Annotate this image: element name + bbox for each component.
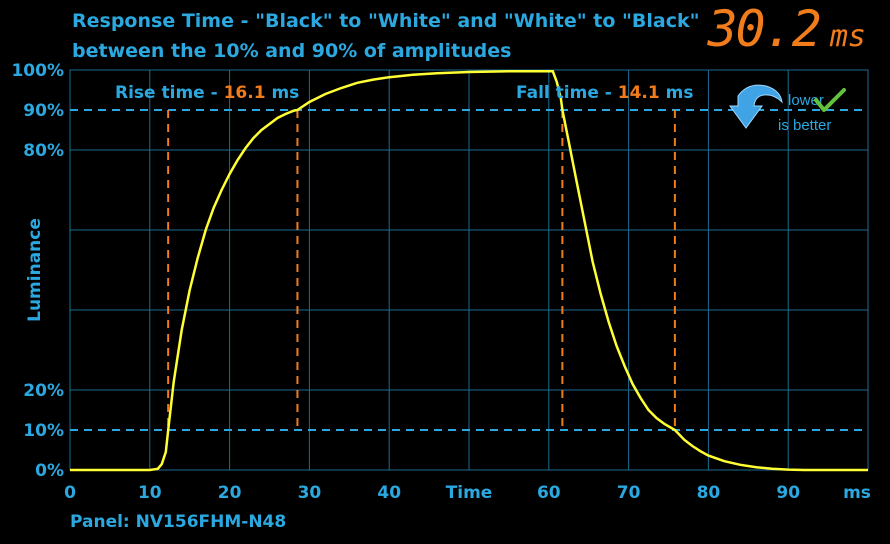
x-axis-unit: ms bbox=[843, 483, 871, 503]
badge-line-2: is better bbox=[778, 117, 831, 134]
fall-time-annotation: Fall time - 14.1 ms bbox=[516, 83, 693, 103]
badge-line-1: lower bbox=[788, 92, 824, 109]
response-time-value: 30.2 bbox=[707, 0, 821, 58]
x-tick-label: 70 bbox=[617, 483, 641, 503]
x-tick-label: 40 bbox=[377, 483, 401, 503]
x-axis-ticks: 0 10 20 30 40 60 70 80 90 bbox=[64, 483, 800, 503]
x-tick-label: 80 bbox=[697, 483, 721, 503]
y-tick-label: 90% bbox=[23, 101, 64, 121]
x-tick-label: 10 bbox=[138, 483, 162, 503]
fall-time-unit: ms bbox=[660, 83, 694, 103]
down-arrow-icon bbox=[729, 84, 783, 129]
fall-time-label: Fall time - bbox=[516, 83, 618, 103]
rise-time-label: Rise time - bbox=[115, 83, 224, 103]
y-tick-label: 20% bbox=[23, 381, 64, 401]
x-tick-label: 60 bbox=[537, 483, 561, 503]
y-tick-label: 100% bbox=[11, 61, 64, 81]
chart-title-line-1: Response Time - "Black" to "White" and "… bbox=[72, 10, 700, 32]
x-tick-label: 30 bbox=[298, 483, 322, 503]
y-axis-ticks: 0% 10% 20% 80% 90% 100% bbox=[11, 61, 64, 481]
luminance-curve bbox=[70, 69, 868, 472]
x-axis-label: Time bbox=[446, 483, 493, 503]
grid-lines bbox=[70, 70, 868, 470]
y-tick-label: 80% bbox=[23, 141, 64, 161]
chart-title-line-2: between the 10% and 90% of amplitudes bbox=[72, 40, 512, 62]
x-tick-label: 90 bbox=[776, 483, 800, 503]
checkmark-icon bbox=[814, 88, 846, 112]
lower-is-better-badge: lower is better bbox=[729, 84, 846, 134]
x-tick-label: 20 bbox=[218, 483, 242, 503]
panel-model: Panel: NV156FHM-N48 bbox=[70, 512, 287, 532]
rise-time-annotation: Rise time - 16.1 ms bbox=[115, 83, 299, 103]
x-tick-label: 0 bbox=[64, 483, 76, 503]
y-tick-label: 10% bbox=[23, 421, 64, 441]
y-tick-label: 0% bbox=[35, 461, 64, 481]
time-markers bbox=[167, 110, 676, 430]
response-time-readout: 30.2 ms bbox=[707, 0, 866, 58]
fall-time-value: 14.1 bbox=[618, 83, 660, 103]
response-time-unit: ms bbox=[829, 19, 866, 54]
rise-time-unit: ms bbox=[266, 83, 300, 103]
y-axis-label: Luminance bbox=[25, 218, 45, 322]
rise-time-value: 16.1 bbox=[224, 83, 266, 103]
